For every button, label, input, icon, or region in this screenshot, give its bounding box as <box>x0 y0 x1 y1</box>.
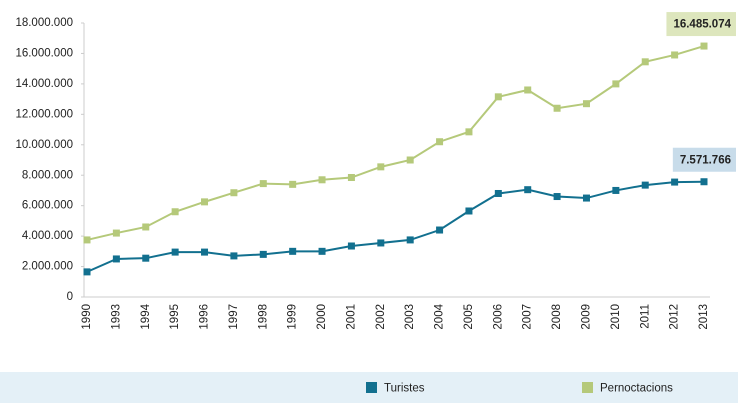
y-tick-label: 2.000.000 <box>22 261 73 273</box>
value-label-text: 7.571.766 <box>680 154 731 166</box>
y-tick-label: 18.000.000 <box>15 17 73 29</box>
x-tick-label: 2011 <box>639 304 651 329</box>
data-point <box>347 242 355 250</box>
data-point <box>230 189 238 197</box>
data-point <box>406 156 414 164</box>
x-tick-label: 2001 <box>345 304 357 330</box>
data-point <box>494 93 502 101</box>
legend-swatch <box>582 382 593 393</box>
data-point <box>142 254 150 262</box>
y-tick-label: 8.000.000 <box>22 169 73 181</box>
series-line <box>86 180 705 273</box>
value-label-box <box>672 147 736 172</box>
data-point <box>612 186 620 194</box>
data-point <box>259 250 267 258</box>
data-point <box>112 255 120 263</box>
data-point <box>377 239 385 247</box>
x-tick-label: 2007 <box>522 304 534 330</box>
x-tick-label: 2012 <box>669 304 681 330</box>
data-point <box>259 180 267 188</box>
x-tick-label: 2005 <box>463 304 475 330</box>
x-tick-label: 2010 <box>610 304 622 330</box>
data-point <box>142 223 150 231</box>
data-point <box>289 180 297 188</box>
y-tick-label: 16.000.000 <box>15 47 73 59</box>
x-tick-label: 2008 <box>551 304 563 330</box>
y-tick-label: 14.000.000 <box>15 78 73 90</box>
x-tick-label: 1999 <box>287 304 299 330</box>
data-point <box>671 51 679 59</box>
data-point <box>582 194 590 202</box>
data-point <box>641 58 649 66</box>
x-tick-label: 1993 <box>110 304 122 330</box>
value-label: 7.571.766 <box>672 147 736 172</box>
data-point <box>553 104 561 112</box>
y-tick-label: 0 <box>67 291 73 303</box>
x-tick-label: 1998 <box>257 304 269 330</box>
data-point <box>377 163 385 171</box>
x-tick-label: 2004 <box>434 303 446 329</box>
data-point <box>83 268 91 276</box>
legend-label: Pernoctacions <box>600 383 673 395</box>
series-line <box>86 45 705 241</box>
legend-swatch <box>366 382 377 393</box>
data-point <box>700 178 708 186</box>
data-point <box>465 207 473 215</box>
data-point <box>582 100 590 108</box>
data-point <box>289 247 297 255</box>
x-tick-label: 2009 <box>581 304 593 330</box>
data-point <box>700 42 708 50</box>
y-tick-label: 12.000.000 <box>15 108 73 120</box>
data-point <box>201 198 209 206</box>
data-point <box>318 176 326 184</box>
data-point <box>171 248 179 256</box>
x-tick-label: 1990 <box>81 304 93 330</box>
data-point <box>436 226 444 234</box>
x-tick-label: 1996 <box>199 304 211 330</box>
y-tick-label: 10.000.000 <box>15 139 73 151</box>
x-tick-label: 1997 <box>228 304 240 330</box>
data-point <box>465 128 473 136</box>
data-point <box>347 174 355 182</box>
data-point <box>494 189 502 197</box>
data-point <box>671 178 679 186</box>
data-point <box>436 138 444 146</box>
data-point <box>553 193 561 201</box>
data-point <box>406 236 414 244</box>
x-tick-label: 2006 <box>492 304 504 330</box>
data-point <box>201 248 209 256</box>
data-point <box>112 229 120 237</box>
data-point <box>171 208 179 216</box>
data-point <box>83 236 91 244</box>
data-point <box>641 181 649 189</box>
x-tick-label: 1995 <box>169 304 181 330</box>
x-tick-label: 1994 <box>140 303 152 329</box>
legend-label: Turistes <box>384 383 425 395</box>
data-point <box>612 80 620 88</box>
data-point <box>230 252 238 260</box>
data-point <box>524 186 532 194</box>
value-label: 16.485.074 <box>666 12 736 37</box>
x-tick-label: 2013 <box>698 304 710 330</box>
value-label-box <box>666 12 736 37</box>
x-tick-label: 2002 <box>375 304 387 330</box>
value-label-text: 16.485.074 <box>673 19 731 31</box>
data-point <box>318 247 326 255</box>
y-tick-label: 6.000.000 <box>22 200 73 212</box>
x-tick-label: 2000 <box>316 304 328 330</box>
x-tick-label: 2003 <box>404 304 416 330</box>
y-tick-label: 4.000.000 <box>22 230 73 242</box>
data-point <box>524 86 532 94</box>
